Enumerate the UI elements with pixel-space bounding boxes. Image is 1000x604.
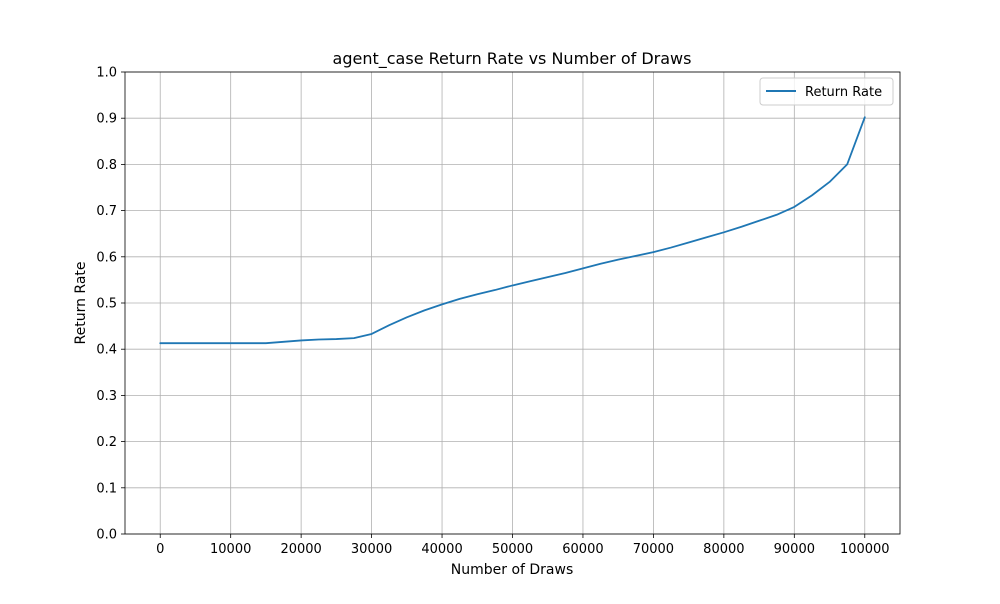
legend-box xyxy=(759,77,894,106)
data-point xyxy=(212,342,214,344)
data-point xyxy=(776,214,778,216)
data-point xyxy=(758,220,760,222)
data-point xyxy=(371,333,373,335)
legend-label: Return Rate xyxy=(805,85,882,100)
data-point xyxy=(529,280,531,282)
y-axis-label: Return Rate xyxy=(73,261,89,344)
x-tick-label: 10000 xyxy=(210,542,251,557)
plot-frame xyxy=(124,71,901,535)
data-point xyxy=(512,285,514,287)
data-point xyxy=(424,309,426,311)
data-point xyxy=(741,226,743,228)
data-point xyxy=(653,251,655,253)
tick-labels: 0 10000 20000 30000 40000 50000 60000 70000 8000… xyxy=(96,66,889,558)
data-point xyxy=(811,194,813,196)
data-point xyxy=(564,272,566,274)
data-point xyxy=(793,206,795,208)
data-point xyxy=(476,293,478,295)
data-point xyxy=(247,342,249,344)
data-point xyxy=(688,242,690,244)
x-tick-label: 80000 xyxy=(703,542,744,557)
data-point xyxy=(441,303,443,305)
x-tick-label: 20000 xyxy=(280,542,321,557)
data-point xyxy=(388,324,390,326)
data-point xyxy=(459,298,461,300)
y-tick-label: 0.8 xyxy=(96,158,117,173)
x-axis-label: Number of Draws xyxy=(451,562,574,578)
y-tick-label: 0.0 xyxy=(96,528,117,543)
x-tick-label: 40000 xyxy=(421,542,462,557)
series-layer xyxy=(159,116,866,345)
y-tick-label: 0.3 xyxy=(96,389,117,404)
data-point xyxy=(547,276,549,278)
data-point xyxy=(177,342,179,344)
y-tick-label: 0.5 xyxy=(96,297,117,312)
data-point xyxy=(406,316,408,318)
chart-title: agent_case Return Rate vs Number of Draw… xyxy=(333,49,692,69)
data-point xyxy=(318,339,320,341)
y-tick-label: 0.7 xyxy=(96,204,117,219)
grid-lines xyxy=(125,71,900,535)
legend: Return Rate xyxy=(759,77,894,106)
y-tick-label: 0.1 xyxy=(96,481,117,496)
axes xyxy=(121,71,901,538)
data-point xyxy=(159,342,161,344)
x-tick-label: 0 xyxy=(156,542,164,557)
data-point xyxy=(195,342,197,344)
x-tick-label: 50000 xyxy=(492,542,533,557)
y-tick-label: 0.4 xyxy=(96,343,117,358)
x-tick-label: 100000 xyxy=(840,542,890,557)
y-tick-label: 0.9 xyxy=(96,112,117,127)
data-point xyxy=(335,338,337,340)
data-point xyxy=(283,341,285,343)
y-tick-label: 0.6 xyxy=(96,250,117,265)
y-tick-label: 0.2 xyxy=(96,435,117,450)
x-tick-label: 60000 xyxy=(562,542,603,557)
data-point xyxy=(600,263,602,265)
data-point xyxy=(300,340,302,342)
x-tick-label: 90000 xyxy=(774,542,815,557)
y-tick-label: 1.0 xyxy=(96,66,117,81)
data-point xyxy=(705,236,707,238)
x-tick-label: 30000 xyxy=(351,542,392,557)
series-line-0 xyxy=(159,116,866,345)
data-point xyxy=(864,116,866,118)
data-point xyxy=(670,247,672,249)
data-point xyxy=(829,181,831,183)
data-point xyxy=(617,259,619,261)
data-point xyxy=(494,289,496,291)
data-point xyxy=(635,255,637,257)
x-tick-label: 70000 xyxy=(633,542,674,557)
data-point xyxy=(265,342,267,344)
data-point xyxy=(723,231,725,233)
data-point xyxy=(846,164,848,166)
data-point xyxy=(582,267,584,269)
data-point xyxy=(230,342,232,344)
data-point xyxy=(353,337,355,339)
